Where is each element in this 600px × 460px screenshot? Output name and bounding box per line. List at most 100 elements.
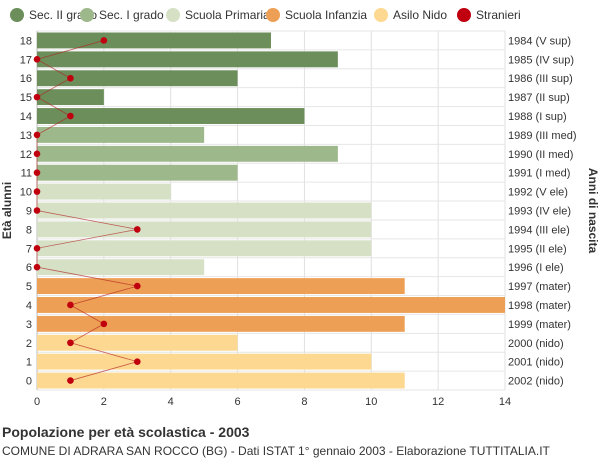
legend-label: Asilo Nido (393, 8, 447, 22)
birth-year-tick-label: 1993 (IV ele) (508, 206, 571, 218)
stranieri-point (33, 244, 41, 252)
stranieri-point (100, 37, 108, 44)
stranieri-point (100, 320, 108, 328)
x-tick-label: 2 (101, 396, 107, 408)
bar (37, 372, 405, 389)
birth-year-tick-label: 1991 (I med) (508, 168, 570, 180)
bar (37, 183, 171, 200)
age-tick-label: 7 (26, 243, 32, 255)
birth-year-tick-label: 1988 (I sup) (508, 111, 567, 123)
legend-marker (166, 8, 180, 22)
bar (37, 315, 405, 332)
stranieri-point (67, 339, 74, 347)
stranieri-point (133, 358, 141, 365)
legend-label: Sec. II grado (29, 8, 97, 22)
birth-year-tick-label: 1984 (V sup) (508, 35, 571, 47)
bar (37, 51, 338, 68)
bar (37, 353, 372, 370)
stranieri-point (33, 56, 41, 63)
bar (37, 32, 271, 49)
chart-subtitle: COMUNE DI ADRARA SAN ROCCO (BG) - Dati I… (2, 444, 550, 458)
stranieri-point (33, 207, 41, 214)
birth-year-tick-label: 1987 (II sup) (508, 92, 570, 104)
birth-year-tick-labels: 1984 (V sup) 1985 (IV sup) 1986 (III sup) 1… (508, 35, 576, 387)
stranieri-point (67, 112, 74, 120)
age-tick-label: 11 (21, 168, 32, 180)
birth-year-tick-label: 1985 (IV sup) (508, 54, 574, 66)
birth-year-tick-label: 1994 (III ele) (508, 224, 570, 236)
bar (37, 297, 505, 313)
x-tick-label: 14 (499, 396, 511, 408)
birth-year-tick-label: 1995 (II ele) (508, 243, 567, 255)
bar (37, 278, 405, 295)
stranieri-point (33, 150, 41, 158)
legend-marker (266, 8, 280, 22)
age-tick-label: 12 (20, 149, 32, 161)
x-tick-label: 8 (301, 396, 307, 408)
bar (37, 89, 104, 106)
x-tick-label: 0 (34, 396, 40, 408)
age-tick-label: 4 (26, 300, 32, 312)
bar (37, 70, 238, 87)
bar (37, 240, 372, 257)
birth-year-tick-label: 1986 (III sup) (508, 73, 573, 85)
birth-year-tick-label: 2002 (nido) (508, 376, 564, 388)
stranieri-point (33, 188, 41, 195)
bar (37, 259, 205, 276)
birth-year-tick-label: 1997 (mater) (508, 281, 571, 293)
birth-year-tick-label: 1989 (III med) (508, 130, 576, 142)
bar (37, 221, 372, 238)
legend-marker (80, 8, 94, 22)
x-tick-label: 4 (168, 396, 174, 408)
stranieri-point (33, 131, 41, 139)
stranieri-point (67, 301, 74, 309)
legend-label: Sec. I grado (99, 8, 164, 22)
age-tick-label: 15 (20, 92, 32, 104)
y-axis-title-right: Anni di nascita (586, 168, 600, 254)
age-tick-label: 13 (20, 130, 32, 142)
y-axis-title-left: Età alunni (0, 182, 14, 239)
bars (37, 32, 505, 389)
age-tick-label: 10 (20, 187, 32, 199)
age-tick-label: 3 (26, 319, 32, 331)
stranieri-point (33, 263, 41, 271)
legend-marker (10, 8, 24, 22)
bar (37, 334, 238, 351)
x-tick-label: 10 (365, 396, 377, 408)
age-tick-label: 14 (20, 111, 32, 123)
x-tick-label: 6 (235, 396, 241, 408)
stranieri-point (33, 93, 41, 101)
legend-label: Scuola Infanzia (285, 8, 367, 22)
stranieri-point (133, 282, 141, 290)
legend-marker (457, 8, 471, 22)
age-tick-label: 8 (26, 224, 32, 236)
age-tick-label: 17 (20, 54, 32, 66)
stranieri-point (67, 74, 74, 82)
legend-label: Scuola Primaria (185, 8, 270, 22)
bar (37, 202, 372, 219)
age-tick-label: 2 (26, 338, 32, 350)
age-tick-label: 6 (26, 262, 32, 274)
stranieri-point (67, 377, 74, 384)
age-tick-label: 0 (26, 376, 32, 388)
bar (37, 126, 205, 143)
stranieri-point (33, 169, 41, 177)
legend-label: Stranieri (476, 8, 521, 22)
birth-year-tick-label: 2000 (nido) (508, 338, 564, 350)
legend-marker (374, 8, 388, 22)
birth-year-tick-label: 1996 (I ele) (508, 262, 564, 274)
chart-title: Popolazione per età scolastica - 2003 (2, 424, 250, 440)
x-tick-label: 12 (432, 396, 444, 408)
age-tick-label: 5 (26, 281, 32, 293)
birth-year-tick-label: 1990 (II med) (508, 149, 573, 161)
age-tick-label: 16 (20, 73, 32, 85)
age-tick-label: 18 (20, 35, 32, 47)
x-tick-labels: 0 2 4 6 8 10 12 14 (34, 396, 511, 408)
birth-year-tick-label: 1992 (V ele) (508, 187, 568, 199)
birth-year-tick-label: 1999 (mater) (508, 319, 571, 331)
bar (37, 145, 338, 162)
birth-year-tick-label: 1998 (mater) (508, 300, 571, 312)
stranieri-point (133, 226, 141, 233)
